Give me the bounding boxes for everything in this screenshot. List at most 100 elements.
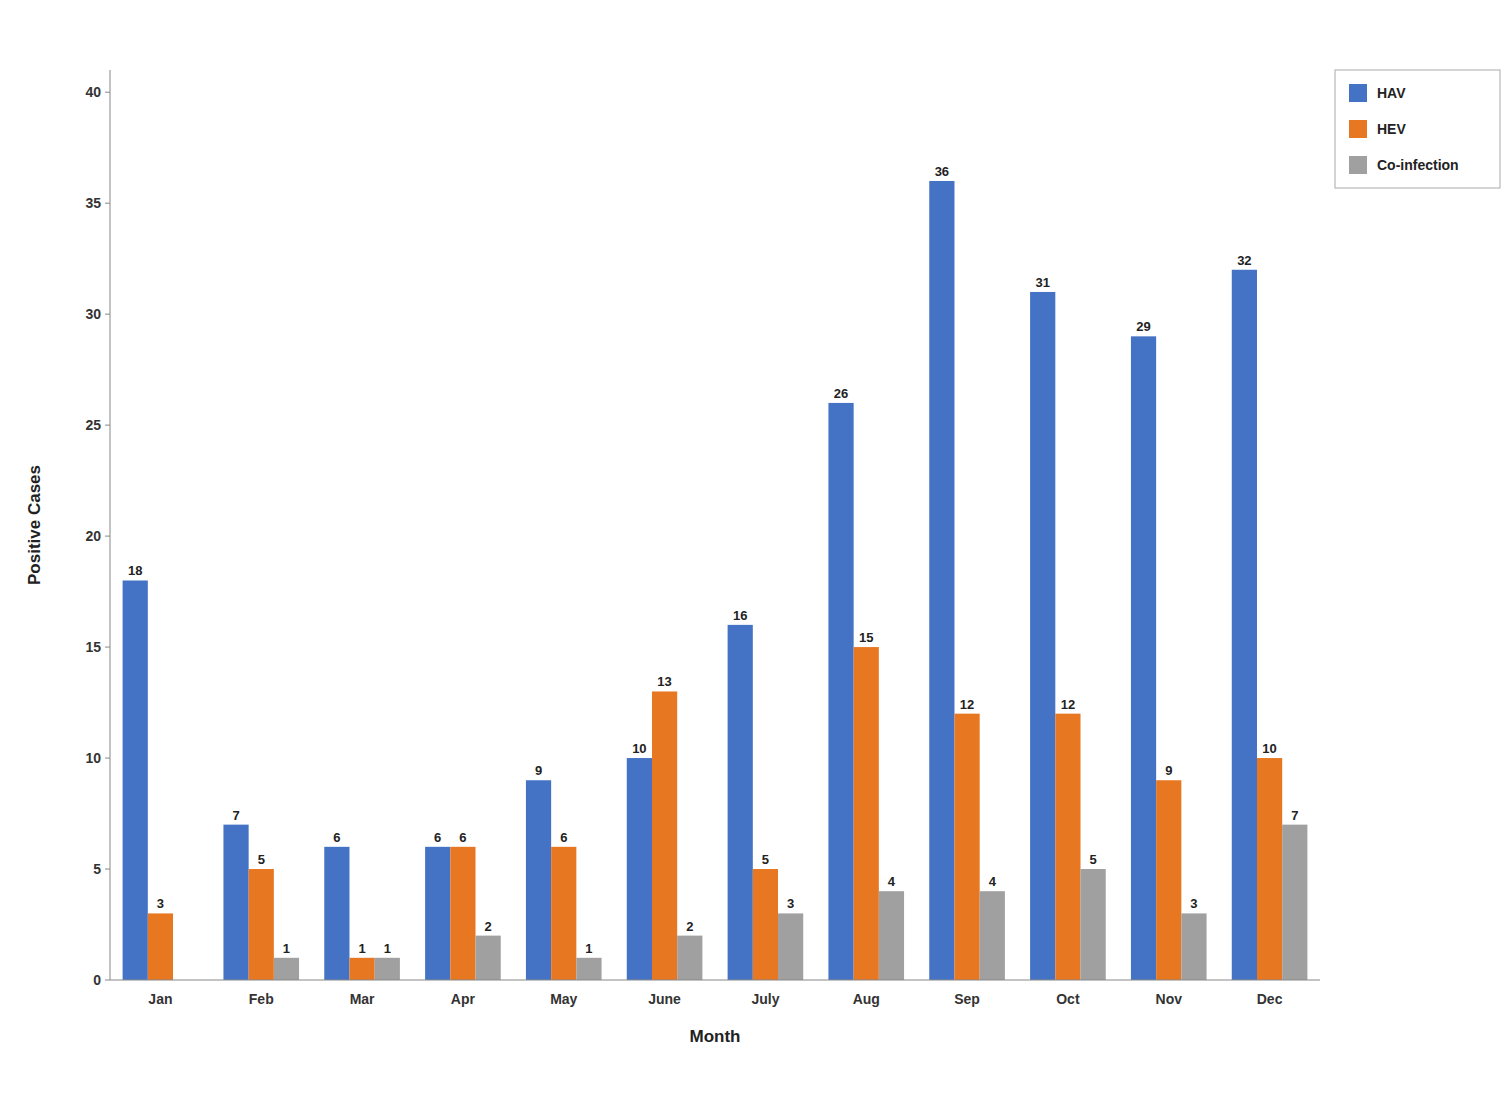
data-labels: 1876691016263631293235166135151212910112… bbox=[128, 164, 1298, 956]
data-label: 1 bbox=[585, 941, 592, 956]
data-label: 5 bbox=[1090, 852, 1097, 867]
bars bbox=[123, 181, 1308, 980]
data-label: 4 bbox=[989, 874, 997, 889]
bar bbox=[980, 891, 1005, 980]
data-label: 3 bbox=[787, 896, 794, 911]
data-label: 31 bbox=[1035, 275, 1049, 290]
data-label: 13 bbox=[657, 674, 671, 689]
bar bbox=[375, 958, 400, 980]
y-tick bbox=[105, 203, 110, 204]
bar bbox=[652, 691, 677, 980]
bar bbox=[1181, 913, 1206, 980]
y-tick bbox=[105, 536, 110, 537]
x-axis-label: Month bbox=[690, 1027, 741, 1046]
legend-label: HEV bbox=[1377, 121, 1406, 137]
data-label: 15 bbox=[859, 630, 873, 645]
bar bbox=[677, 936, 702, 980]
bar bbox=[627, 758, 652, 980]
y-tick bbox=[105, 314, 110, 315]
legend-label: HAV bbox=[1377, 85, 1406, 101]
x-tick-label: May bbox=[550, 991, 577, 1007]
x-tick-label: Sep bbox=[954, 991, 980, 1007]
bar bbox=[476, 936, 501, 980]
bar bbox=[450, 847, 475, 980]
bar bbox=[1257, 758, 1282, 980]
y-tick-label: 35 bbox=[85, 195, 101, 211]
data-label: 3 bbox=[157, 896, 164, 911]
data-label: 9 bbox=[535, 763, 542, 778]
x-tick-label: Mar bbox=[350, 991, 375, 1007]
y-tick bbox=[105, 869, 110, 870]
y-tick-label: 20 bbox=[85, 528, 101, 544]
data-label: 26 bbox=[834, 386, 848, 401]
bar bbox=[1156, 780, 1181, 980]
bar bbox=[223, 825, 248, 980]
y-axis-label: Positive Cases bbox=[25, 465, 44, 585]
bar bbox=[425, 847, 450, 980]
legend-swatch bbox=[1349, 84, 1367, 102]
y-tick bbox=[105, 758, 110, 759]
bar bbox=[1055, 714, 1080, 980]
data-label: 29 bbox=[1136, 319, 1150, 334]
legend: HAV HEV Co-infection bbox=[1335, 70, 1500, 188]
data-label: 1 bbox=[283, 941, 290, 956]
bar bbox=[249, 869, 274, 980]
data-label: 1 bbox=[384, 941, 391, 956]
y-tick-label: 10 bbox=[85, 750, 101, 766]
data-label: 10 bbox=[1262, 741, 1276, 756]
data-label: 6 bbox=[560, 830, 567, 845]
bar bbox=[1282, 825, 1307, 980]
data-label: 7 bbox=[232, 808, 239, 823]
bar bbox=[551, 847, 576, 980]
bar bbox=[828, 403, 853, 980]
data-label: 2 bbox=[485, 919, 492, 934]
data-label: 2 bbox=[686, 919, 693, 934]
bar bbox=[954, 714, 979, 980]
bar bbox=[324, 847, 349, 980]
legend-label: Co-infection bbox=[1377, 157, 1459, 173]
bar bbox=[576, 958, 601, 980]
data-label: 12 bbox=[1061, 697, 1075, 712]
y-tick-label: 25 bbox=[85, 417, 101, 433]
data-label: 6 bbox=[459, 830, 466, 845]
y-tick-label: 40 bbox=[85, 84, 101, 100]
legend-swatch bbox=[1349, 156, 1367, 174]
legend-swatch bbox=[1349, 120, 1367, 138]
x-tick-label: June bbox=[648, 991, 681, 1007]
data-label: 5 bbox=[258, 852, 265, 867]
y-axis-line bbox=[110, 70, 111, 980]
y-tick bbox=[105, 92, 110, 93]
data-label: 32 bbox=[1237, 253, 1251, 268]
bar bbox=[929, 181, 954, 980]
bar bbox=[148, 913, 173, 980]
data-label: 6 bbox=[434, 830, 441, 845]
x-tick-label: Nov bbox=[1156, 991, 1183, 1007]
x-tick-label: Aug bbox=[853, 991, 880, 1007]
data-label: 12 bbox=[960, 697, 974, 712]
data-label: 7 bbox=[1291, 808, 1298, 823]
data-label: 4 bbox=[888, 874, 896, 889]
x-tick-label: July bbox=[751, 991, 779, 1007]
legend-frame bbox=[1335, 70, 1500, 188]
data-label: 5 bbox=[762, 852, 769, 867]
data-label: 16 bbox=[733, 608, 747, 623]
x-tick-label: Apr bbox=[451, 991, 476, 1007]
x-axis-line bbox=[110, 980, 1320, 981]
x-tick-label: Jan bbox=[148, 991, 172, 1007]
y-tick bbox=[105, 980, 110, 981]
bar bbox=[854, 647, 879, 980]
data-label: 36 bbox=[935, 164, 949, 179]
bar bbox=[123, 580, 148, 980]
bar bbox=[778, 913, 803, 980]
data-label: 3 bbox=[1190, 896, 1197, 911]
bar bbox=[1232, 270, 1257, 980]
axes: 0510152025303540JanFebMarAprMayJuneJulyA… bbox=[85, 70, 1320, 1007]
x-tick-label: Feb bbox=[249, 991, 274, 1007]
y-tick-label: 15 bbox=[85, 639, 101, 655]
y-tick-label: 30 bbox=[85, 306, 101, 322]
data-label: 6 bbox=[333, 830, 340, 845]
y-tick bbox=[105, 647, 110, 648]
bar bbox=[526, 780, 551, 980]
y-tick-label: 0 bbox=[93, 972, 101, 988]
data-label: 18 bbox=[128, 563, 142, 578]
